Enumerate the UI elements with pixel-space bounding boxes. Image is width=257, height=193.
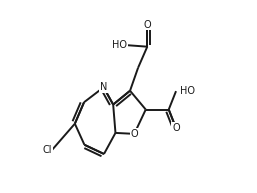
Text: HO: HO xyxy=(112,40,127,50)
Text: O: O xyxy=(143,20,151,30)
Text: O: O xyxy=(172,123,180,133)
Text: Cl: Cl xyxy=(42,145,52,155)
Text: N: N xyxy=(100,82,107,92)
Text: O: O xyxy=(131,129,138,139)
Text: HO: HO xyxy=(180,86,195,96)
